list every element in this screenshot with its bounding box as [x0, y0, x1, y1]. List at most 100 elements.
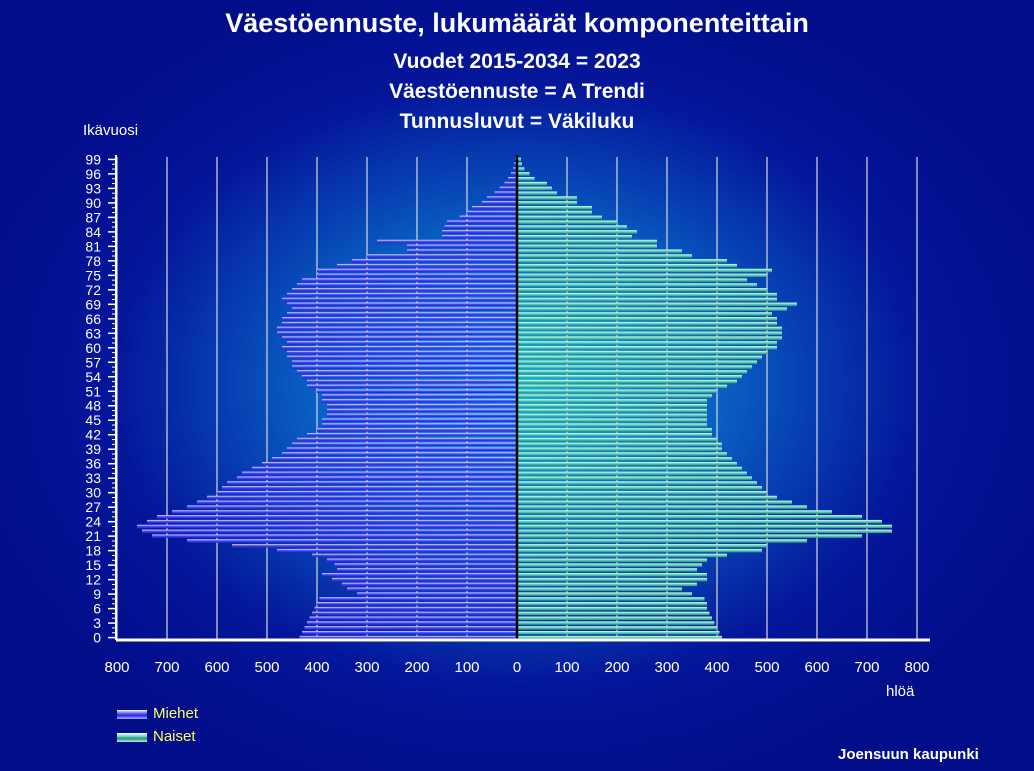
bar-men — [147, 519, 517, 524]
bar-women — [517, 292, 777, 297]
bar-women — [517, 263, 737, 268]
bar-men — [514, 162, 517, 166]
bar-women — [517, 635, 722, 640]
bar-women — [517, 307, 787, 311]
bar-women — [517, 553, 727, 558]
bar-men — [292, 288, 517, 292]
bar-men — [444, 225, 517, 229]
y-tick-label: 0 — [93, 630, 101, 646]
y-tick-label: 6 — [93, 601, 101, 617]
bar-women — [517, 495, 777, 500]
bar-women — [517, 505, 807, 509]
bar-men — [309, 616, 517, 621]
legend-label-women: Naiset — [153, 728, 196, 745]
bar-women — [517, 606, 707, 611]
y-tick-label: 9 — [93, 586, 101, 602]
bar-men — [482, 201, 517, 205]
bar-men — [197, 500, 517, 505]
bar-women — [517, 341, 777, 345]
bar-women — [517, 408, 707, 413]
bar-men — [314, 606, 517, 611]
bar-men — [513, 167, 517, 171]
bar-men — [322, 418, 517, 422]
y-tick-label: 33 — [85, 470, 101, 486]
y-tick-label: 12 — [85, 572, 101, 588]
bar-men — [207, 495, 517, 500]
bar-women — [517, 191, 557, 195]
legend-label-men: Miehet — [153, 705, 199, 722]
bar-men — [327, 413, 517, 418]
bar-men — [337, 568, 517, 572]
bar-men — [292, 307, 517, 311]
chart-subtitle-forecast: Väestöennuste = A Trendi — [389, 80, 645, 103]
x-tick-label: 800 — [904, 659, 929, 676]
bar-men — [287, 350, 517, 355]
bar-women — [517, 529, 892, 534]
x-tick-label: 500 — [254, 659, 279, 676]
chart-title: Väestöennuste, lukumäärät komponenteitta… — [225, 8, 809, 38]
y-tick-label: 51 — [85, 383, 101, 399]
x-tick-label: 300 — [354, 659, 379, 676]
bar-men — [277, 331, 517, 336]
bar-women — [517, 176, 535, 181]
bar-women — [517, 278, 747, 282]
x-tick-label: 600 — [804, 659, 829, 676]
bar-women — [517, 563, 702, 567]
bar-women — [517, 568, 697, 572]
bar-women — [517, 587, 682, 592]
bar-women — [517, 384, 727, 389]
bar-women — [517, 220, 617, 224]
bar-men — [319, 597, 517, 601]
x-tick-label: 200 — [604, 659, 629, 676]
bar-men — [282, 321, 517, 326]
bar-men — [307, 432, 517, 437]
bar-women — [517, 331, 782, 336]
bar-men — [187, 539, 517, 543]
bar-women — [517, 283, 757, 287]
bar-men — [442, 230, 517, 234]
legend-swatch-men — [117, 709, 147, 719]
x-tick-label: 600 — [204, 659, 229, 676]
y-tick-label: 75 — [85, 267, 101, 283]
bar-men — [282, 297, 517, 302]
y-tick-label: 3 — [93, 615, 101, 631]
y-tick-label: 24 — [85, 514, 101, 530]
y-tick-label: 39 — [85, 441, 101, 457]
bar-men — [347, 587, 517, 592]
bar-women — [517, 254, 692, 258]
bar-women — [517, 268, 772, 273]
y-tick-label: 36 — [85, 456, 101, 472]
bar-men — [472, 205, 517, 210]
bar-women — [517, 452, 727, 456]
bar-women — [517, 461, 737, 466]
bar-women — [517, 365, 752, 369]
bar-women — [517, 273, 767, 278]
bar-men — [292, 442, 517, 447]
bar-men — [222, 486, 517, 490]
bar-men — [297, 283, 517, 287]
bar-women — [517, 423, 707, 427]
x-tick-label: 500 — [754, 659, 779, 676]
bar-women — [517, 519, 882, 524]
bar-men — [282, 317, 517, 321]
x-tick-label: 300 — [654, 659, 679, 676]
x-tick-label: 100 — [454, 659, 479, 676]
bar-men — [287, 341, 517, 345]
bar-women — [517, 621, 715, 625]
bar-men — [262, 461, 517, 466]
bar-women — [517, 534, 862, 538]
bar-men — [307, 379, 517, 384]
bar-women — [517, 196, 577, 200]
bar-women — [517, 346, 777, 350]
bar-men — [377, 239, 517, 244]
bar-women — [517, 616, 712, 621]
x-tick-label: 400 — [304, 659, 329, 676]
y-tick-label: 45 — [85, 412, 101, 428]
bar-men — [442, 234, 517, 239]
bar-women — [517, 186, 552, 191]
bar-women — [517, 336, 782, 340]
bar-women — [517, 360, 757, 365]
bar-men — [172, 510, 517, 514]
bar-men — [312, 553, 517, 558]
